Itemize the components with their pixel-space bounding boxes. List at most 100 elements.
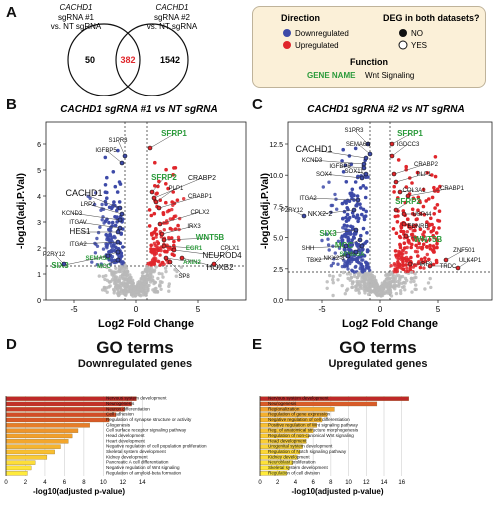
volcano-title: CACHD1 sgRNA #2 vs NT sgRNA (307, 104, 464, 115)
data-point (343, 292, 347, 296)
labelled-point (393, 207, 399, 213)
volcano-c-svg: CACHD1 sgRNA #2 vs NT sgRNA -5 0 5 0.0 2.5 5.0… (260, 104, 493, 330)
gene-label: SIX3 (51, 261, 69, 270)
data-point (412, 279, 416, 284)
go-term-label: Head development (268, 438, 307, 443)
go-term-label: Nervous system development (106, 396, 167, 401)
go-bar (5, 471, 28, 476)
data-point (358, 266, 362, 271)
labelled-point (391, 171, 397, 177)
data-point (369, 284, 373, 288)
data-point (352, 198, 356, 202)
data-point (342, 223, 347, 227)
data-point (415, 238, 420, 243)
label-leader (173, 249, 223, 257)
gene-label: LRP2 (80, 202, 96, 208)
data-point (428, 247, 433, 251)
data-point (341, 270, 346, 275)
data-point (320, 238, 324, 243)
data-point (325, 280, 329, 284)
gene-label: SEMA5A (339, 252, 365, 258)
data-point (428, 243, 432, 248)
data-point (146, 284, 150, 288)
labelled-point (115, 249, 121, 255)
data-point (385, 272, 389, 276)
data-point (414, 243, 418, 248)
data-point (172, 166, 176, 170)
data-point (345, 224, 349, 228)
data-point (88, 196, 92, 200)
labelled-point (117, 217, 123, 223)
data-point (407, 225, 411, 229)
data-point (404, 185, 409, 189)
data-point (99, 262, 104, 266)
data-point (409, 280, 413, 284)
data-point (350, 282, 355, 286)
data-point (104, 202, 108, 207)
panel-letter-a: A (6, 4, 17, 21)
venn-right-label-1: CACHD1 (156, 3, 189, 12)
data-point (98, 225, 102, 229)
gene-label: ITGAV (69, 220, 87, 226)
data-point (151, 236, 156, 241)
data-point (107, 257, 111, 262)
gene-label: HOXB2 (206, 263, 234, 272)
x-tick-label: 10 (100, 480, 107, 486)
data-point (395, 220, 400, 224)
volcano-title: CACHD1 sgRNA #1 vs NT sgRNA (60, 104, 217, 115)
data-point (340, 283, 344, 288)
data-point (410, 232, 414, 237)
gene-label: PLP1 (169, 186, 184, 192)
labelled-point (119, 160, 125, 166)
data-point (331, 278, 335, 282)
x-tick-label: 12 (363, 480, 370, 486)
label-leader (403, 223, 419, 227)
data-point (361, 226, 366, 231)
data-point (175, 198, 180, 202)
data-point (326, 237, 330, 241)
go-bar (5, 465, 32, 471)
data-point (397, 249, 401, 254)
data-point (336, 262, 340, 266)
go-bar (5, 428, 79, 433)
data-point (402, 284, 406, 289)
label-leader (77, 221, 121, 229)
data-point (415, 170, 420, 175)
data-point (164, 269, 168, 274)
label-leader (405, 235, 429, 241)
go-term-label: Regulation of amyloid-beta formation (106, 470, 182, 475)
x-axis-label: -log10(adjusted p-value) (291, 487, 383, 496)
go-term-label: Neurogenesis (268, 401, 297, 406)
data-point (364, 175, 368, 179)
data-point (112, 248, 117, 253)
volcano-plot-c: CACHD1 sgRNA #2 vs NT sgRNA -5 0 5 0.0 2.5 5.0… (258, 100, 496, 332)
data-point (94, 191, 98, 195)
labelled-point (353, 249, 359, 255)
gene-label: USP44 (412, 212, 432, 218)
data-point (151, 278, 155, 282)
x-tick-label: 5 (436, 305, 441, 314)
data-point (115, 208, 119, 213)
labelled-point (345, 253, 351, 259)
go-term-label: Kidney development (268, 454, 310, 459)
data-point (421, 234, 426, 239)
labelled-point (301, 213, 307, 219)
go-bar (5, 439, 69, 444)
gene-label: COL3A1 (402, 188, 426, 194)
data-point (399, 229, 403, 233)
label-leader (163, 245, 195, 249)
data-point (432, 212, 436, 216)
labelled-point (159, 231, 165, 237)
label-leader (161, 225, 195, 235)
volcano-plot-b: CACHD1 sgRNA #1 vs NT sgRNA -5 0 5 0 1 2 3 4 5 6 Lo… (14, 100, 250, 332)
data-point (392, 262, 397, 266)
data-point (405, 257, 410, 262)
labelled-point (367, 151, 373, 157)
data-point (410, 290, 414, 294)
data-point (425, 220, 429, 224)
data-point (113, 223, 118, 228)
data-point (103, 183, 108, 187)
go-term-label: Negative regulation of cell population p… (106, 444, 207, 449)
x-tick-label: 6 (311, 480, 315, 486)
data-point (172, 214, 177, 219)
